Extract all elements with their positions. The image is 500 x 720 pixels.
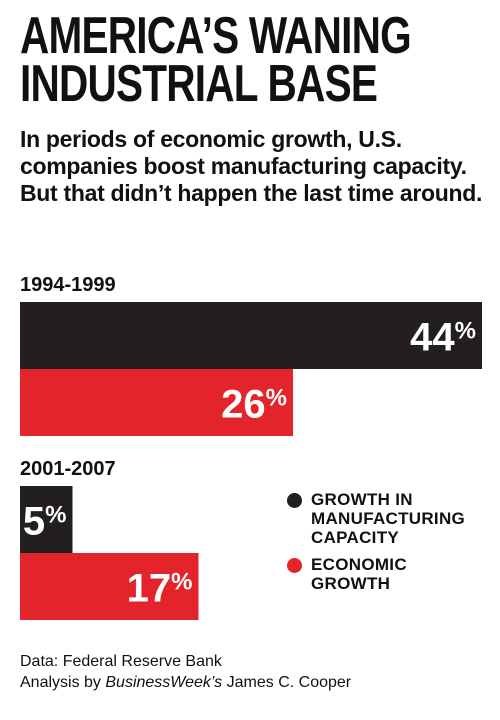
legend-label-capacity: GROWTH IN MANUFACTURING CAPACITY [311,490,466,547]
chart-title-line-1: AMERICA’S WANING [20,7,412,65]
period-label-2001-2007: 2001-2007 [20,458,116,480]
chart-title: AMERICA’S WANING INDUSTRIAL BASE [20,7,412,113]
source-line-2-prefix: Analysis by [20,674,106,691]
legend-swatch-capacity [287,493,302,508]
bar-value-label-1994-1999-growth-in-manufacturing-capacity: 44% [410,316,476,360]
source-line-1: Data: Federal Reserve Bank [20,653,222,670]
bar-value-label-1994-1999-economic-growth: 26% [221,383,287,427]
chart-subtitle: In periods of economic growth, U.S. comp… [20,126,483,206]
bar-2001-2007-economic-growth [20,553,199,620]
chart-title-line-2: INDUSTRIAL BASE [20,55,378,113]
bar-value-label-2001-2007-growth-in-manufacturing-capacity: 5% [23,500,67,544]
bar-value-label-2001-2007-economic-growth: 17% [127,567,193,611]
source-line-2-suffix: James C. Cooper [222,674,352,691]
bar-1994-1999-economic-growth [20,369,293,436]
legend-item-capacity: GROWTH IN MANUFACTURING CAPACITY [287,490,497,547]
source-note: Data: Federal Reserve Bank Analysis by B… [20,651,351,693]
bar-1994-1999-growth-in-manufacturing-capacity [20,302,482,369]
period-label-1994-1999: 1994-1999 [20,274,116,296]
legend-item-economic-growth: ECONOMIC GROWTH [287,555,497,593]
legend-label-economic-growth: ECONOMIC GROWTH [311,555,407,593]
legend: GROWTH IN MANUFACTURING CAPACITY ECONOMI… [287,490,497,601]
source-line-2: Analysis by BusinessWeek’s James C. Coop… [20,672,351,693]
source-publication: BusinessWeek’s [105,674,223,691]
bar-2001-2007-growth-in-manufacturing-capacity [20,486,73,553]
legend-swatch-economic-growth [287,558,302,573]
